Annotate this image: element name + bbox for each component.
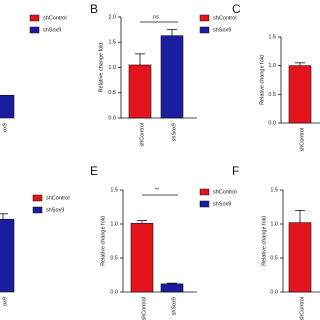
- bar: [160, 35, 184, 119]
- y-tick-label: 0.5: [270, 255, 278, 261]
- x-tick-label: shControl: [139, 123, 145, 147]
- x-tick-label: shSox9: [171, 297, 177, 315]
- y-tick-label: 1.0: [268, 63, 276, 69]
- legend-swatch: [29, 26, 40, 34]
- legend-swatch: [32, 194, 43, 202]
- y-tick-label: 1.0: [270, 221, 278, 227]
- legend-label: shControl: [46, 195, 70, 201]
- panel-label: C: [232, 2, 241, 16]
- y-tick-label: 1.5: [270, 187, 278, 193]
- y-tick-label: 0.0: [110, 289, 118, 295]
- y-axis-label: Relative change fold: [261, 216, 267, 266]
- legend-swatch: [199, 200, 210, 208]
- x-tick-label: shControl: [299, 297, 305, 320]
- legend-label: shSox9: [213, 27, 231, 33]
- bar: [288, 222, 312, 293]
- legend-label: shSox9: [213, 201, 231, 207]
- legend-swatch: [32, 206, 43, 214]
- bar: [128, 64, 152, 119]
- y-tick-label: 0.0: [268, 120, 276, 126]
- x-tick-label: shSox9: [171, 123, 177, 141]
- bar: [0, 218, 15, 293]
- panel-label: B: [90, 2, 98, 16]
- legend-swatch: [199, 14, 210, 22]
- x-tick-label: shControl: [299, 128, 305, 152]
- legend-label: shControl: [213, 189, 237, 195]
- legend-swatch: [199, 26, 210, 34]
- y-tick-label: 0.5: [110, 255, 118, 261]
- y-tick-label: 2.0: [108, 14, 116, 20]
- y-tick-label: 1.0: [110, 221, 118, 227]
- y-axis-label: Relative change fold: [259, 55, 265, 105]
- significance-label: ns: [153, 14, 159, 20]
- y-tick-label: 1.5: [110, 187, 118, 193]
- y-tick-label: 0.5: [268, 92, 276, 98]
- legend-label: shControl: [43, 15, 67, 21]
- legend-swatch: [29, 14, 40, 22]
- y-tick-label: 1.5: [268, 34, 276, 40]
- y-tick-label: 0.0: [270, 289, 278, 295]
- x-tick-label: shControl: [141, 297, 147, 320]
- bar: [288, 65, 312, 124]
- y-tick-label: 0.5: [108, 90, 116, 96]
- legend-label: shSox9: [46, 207, 64, 213]
- y-tick-label: 1.0: [108, 65, 116, 71]
- y-axis-label: Relative change fold: [98, 43, 104, 93]
- panel-label: F: [232, 164, 239, 178]
- bar: [130, 223, 154, 293]
- x-tick-label: ox9: [2, 297, 8, 306]
- legend-label: shSox9: [43, 27, 61, 33]
- panel-label: E: [90, 164, 98, 178]
- legend-swatch: [199, 188, 210, 196]
- bar: [0, 94, 15, 119]
- significance-label: **: [155, 187, 160, 193]
- bar: [160, 283, 184, 293]
- y-tick-label: 1.5: [108, 40, 116, 46]
- y-tick-label: 0.0: [108, 115, 116, 121]
- y-axis-label: Relative change fold: [100, 216, 106, 266]
- legend-label: shControl: [213, 15, 237, 21]
- x-tick-label: ox9: [2, 123, 8, 132]
